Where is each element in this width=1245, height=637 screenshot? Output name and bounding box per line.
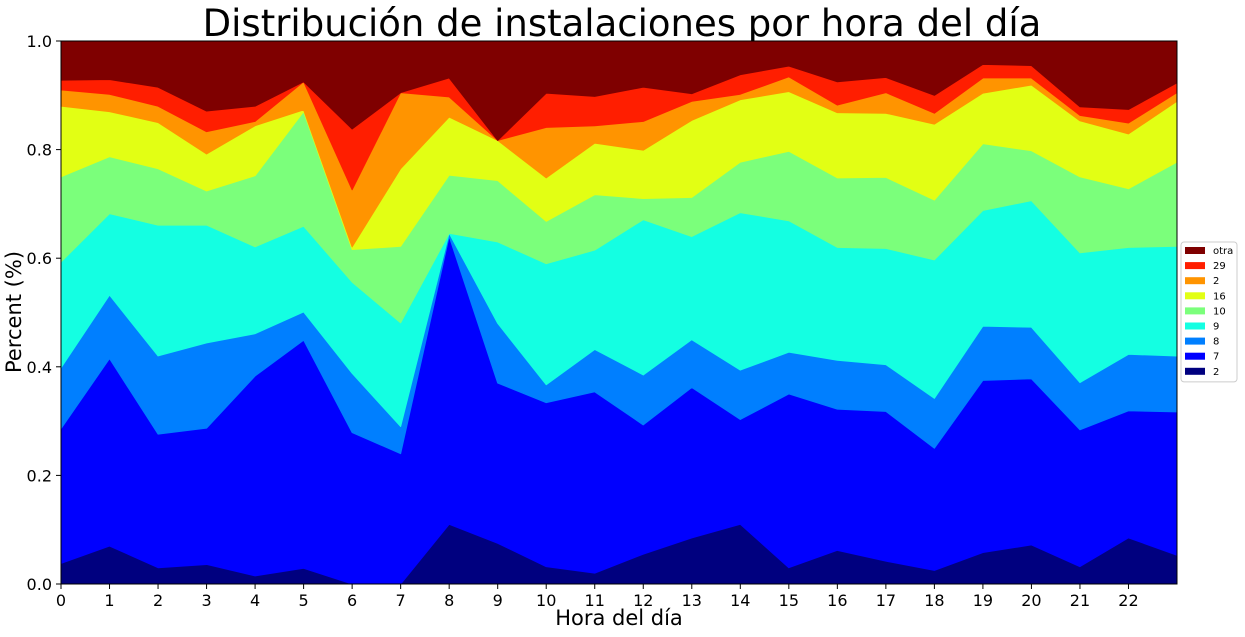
- y-tick-label: 0.4: [27, 358, 52, 377]
- x-tick-label: 7: [396, 591, 406, 610]
- x-tick-label: 12: [633, 591, 653, 610]
- x-tick-label: 14: [730, 591, 750, 610]
- x-tick-label: 19: [973, 591, 993, 610]
- x-tick-label: 4: [250, 591, 260, 610]
- legend-label: 2: [1213, 276, 1219, 287]
- x-tick-label: 2: [153, 591, 163, 610]
- x-tick-label: 9: [493, 591, 503, 610]
- legend-label: 8: [1213, 337, 1219, 348]
- x-tick-label: 0: [56, 591, 66, 610]
- x-axis-label: Hora del día: [555, 606, 683, 630]
- legend-swatch: [1185, 277, 1205, 285]
- x-tick-label: 22: [1118, 591, 1138, 610]
- legend-swatch: [1185, 352, 1205, 360]
- legend-frame: [1180, 241, 1238, 383]
- legend-label: 7: [1213, 352, 1219, 363]
- x-tick-label: 21: [1070, 591, 1090, 610]
- x-tick-label: 13: [682, 591, 702, 610]
- x-tick-label: 16: [827, 591, 847, 610]
- chart-title: Distribución de instalaciones por hora d…: [203, 2, 1042, 45]
- y-tick-label: 0.6: [27, 249, 52, 268]
- x-tick-label: 6: [347, 591, 357, 610]
- y-tick-label: 0.2: [27, 466, 52, 485]
- x-tick-label: 18: [924, 591, 944, 610]
- y-tick-label: 0.8: [27, 141, 52, 160]
- legend-label: 29: [1213, 261, 1226, 272]
- legend-label: 16: [1213, 291, 1226, 302]
- plot-frame: [60, 40, 1178, 585]
- x-tick-label: 8: [444, 591, 454, 610]
- x-tick-label: 15: [779, 591, 799, 610]
- legend-swatch: [1185, 367, 1205, 375]
- x-tick-label: 3: [201, 591, 211, 610]
- legend-swatch: [1185, 307, 1205, 315]
- legend-label: 2: [1213, 367, 1219, 378]
- legend-label: otra: [1213, 246, 1233, 257]
- legend-swatch: [1185, 262, 1205, 270]
- x-tick-label: 5: [299, 591, 309, 610]
- x-tick-label: 10: [536, 591, 556, 610]
- y-axis-label: Percent (%): [2, 251, 26, 373]
- legend-swatch: [1185, 292, 1205, 300]
- x-axis-ticks: 0 1 2 3 4 5 6 7 8 9 10 11 12 13 14 15 16 17 18 19 20 21 22: [56, 584, 1139, 610]
- legend-label: 10: [1213, 306, 1226, 317]
- legend: otra 29 2 16 10 9 8 7 2: [1180, 241, 1238, 383]
- x-tick-label: 1: [104, 591, 114, 610]
- area-series-group: [60, 40, 1178, 585]
- legend-label: 9: [1213, 322, 1219, 333]
- legend-swatch: [1185, 322, 1205, 330]
- legend-swatch: [1185, 247, 1205, 254]
- y-tick-label: 0.0: [27, 575, 52, 594]
- y-tick-label: 1.0: [27, 32, 52, 51]
- x-tick-label: 11: [585, 591, 605, 610]
- y-axis-ticks: 0.0 0.2 0.4 0.6 0.8 1.0: [27, 32, 61, 594]
- legend-swatch: [1185, 337, 1205, 345]
- x-tick-label: 20: [1021, 591, 1041, 610]
- x-tick-label: 17: [876, 591, 896, 610]
